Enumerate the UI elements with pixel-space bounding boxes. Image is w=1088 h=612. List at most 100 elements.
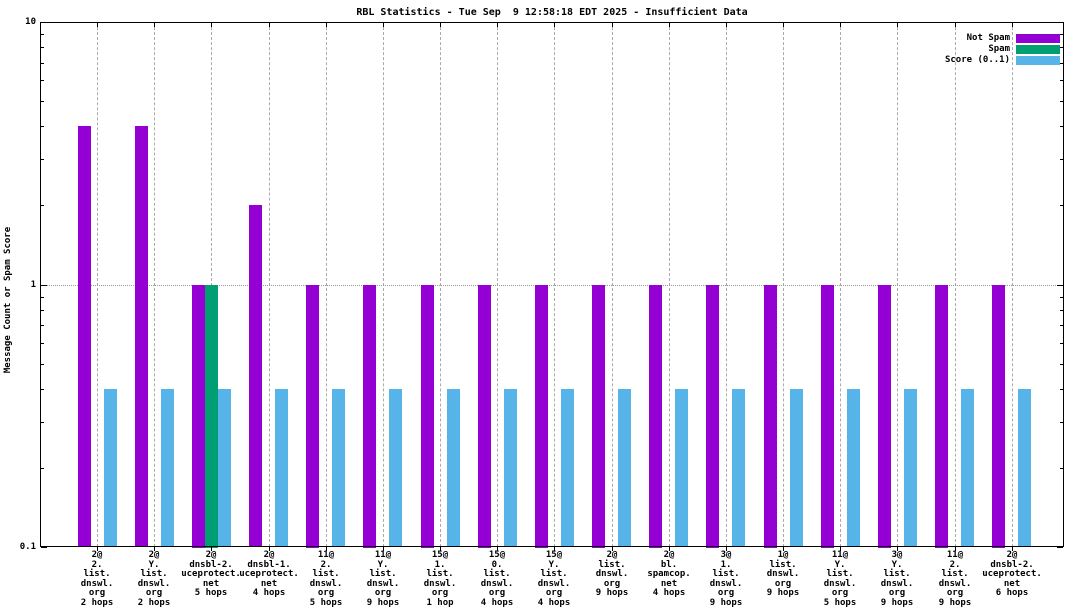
vertical-gridline <box>612 22 613 547</box>
x-category-label-line: 0. <box>491 559 503 570</box>
x-category-label-line: 2. <box>949 559 961 570</box>
x-tick-top <box>326 23 327 27</box>
x-category-label: 2@ bl. spamcop. net 4 hops <box>624 550 714 599</box>
bar-score <box>104 389 117 547</box>
x-tick-top <box>154 23 155 27</box>
bar-score <box>332 389 345 547</box>
y-minor-tick-left <box>41 63 44 64</box>
x-category-label-line: dnswl. <box>366 578 400 589</box>
x-category-label-line: dnswl. <box>766 569 800 579</box>
y-minor-tick-right <box>1060 205 1063 206</box>
bar-score <box>847 389 860 547</box>
x-tick-top <box>669 23 670 27</box>
vertical-gridline <box>840 22 841 547</box>
bar-score <box>961 389 974 547</box>
legend-label: Not Spam <box>966 33 1010 43</box>
x-category-label-line: net <box>1003 578 1021 589</box>
bar-score <box>161 389 174 547</box>
x-category-label-line: org <box>545 588 563 598</box>
x-tick-bottom <box>726 547 727 551</box>
x-category-label-line: 15@ <box>488 550 506 560</box>
x-category-label-line: dnswl. <box>137 578 171 589</box>
y-minor-tick-right <box>1060 63 1063 64</box>
x-category-label-line: 15@ <box>545 550 563 560</box>
bar-score <box>275 389 288 547</box>
x-category-label-line: list. <box>826 569 854 579</box>
x-category-label-line: org <box>374 588 392 598</box>
y-tick-label: 10 <box>25 17 36 27</box>
x-category-label: 1@ list. dnswl. org 9 hops <box>738 550 828 599</box>
vertical-gridline <box>669 22 670 547</box>
x-category-label-line: org <box>488 588 506 598</box>
x-category-label-line: 2@ <box>663 550 675 560</box>
x-tick-top <box>383 23 384 27</box>
vertical-gridline <box>783 22 784 547</box>
bar-not-spam <box>992 285 1005 548</box>
x-category-label-line: org <box>888 588 906 598</box>
bar-not-spam <box>135 126 148 547</box>
x-category-label: 15@ Y. list. dnswl. org 4 hops <box>509 550 599 608</box>
bar-score <box>1018 389 1031 547</box>
x-tick-top <box>269 23 270 27</box>
x-category-label-line: dnsbl-2. <box>189 559 233 570</box>
legend-swatch-spam <box>1016 45 1060 54</box>
vertical-gridline <box>726 22 727 547</box>
y-minor-tick-left <box>41 297 44 298</box>
legend-label: Score (0..1) <box>944 55 1010 65</box>
bar-score <box>732 389 745 547</box>
x-category-label-line: org <box>431 588 449 598</box>
x-category-label-line: dnswl. <box>709 578 743 589</box>
vertical-gridline <box>97 22 98 547</box>
x-category-label-line: 6 hops <box>995 588 1029 598</box>
x-category-label-line: dnsbl-1. <box>247 559 291 570</box>
x-category-label: 2@ list. dnswl. org 9 hops <box>567 550 657 599</box>
x-tick-bottom <box>497 547 498 551</box>
x-category-label-line: net <box>202 578 220 589</box>
x-category-label-line: 9 hops <box>880 597 914 608</box>
y-minor-tick-left <box>41 47 44 48</box>
legend-label: Spam <box>988 44 1010 54</box>
bar-not-spam <box>649 285 662 548</box>
x-category-label-line: 1. <box>434 559 446 570</box>
y-minor-tick-left <box>41 159 44 160</box>
y-minor-tick-right <box>1060 101 1063 102</box>
y-minor-tick-left <box>41 422 44 423</box>
x-tick-bottom <box>154 547 155 551</box>
bar-spam <box>205 285 218 548</box>
y-minor-tick-right <box>1060 297 1063 298</box>
x-category-label-line: 2@ <box>205 550 217 560</box>
bar-score <box>675 389 688 547</box>
x-category-label-line: org <box>946 588 964 598</box>
y-minor-tick-right <box>1060 126 1063 127</box>
y-axis-label: Message Count or Spam Score <box>3 226 13 374</box>
bar-not-spam <box>764 285 777 548</box>
x-category-label: 15@ 0. list. dnswl. org 4 hops <box>452 550 542 608</box>
x-tick-top <box>897 23 898 27</box>
x-category-label-line: dnswl. <box>938 578 972 589</box>
y-minor-tick-right <box>1060 159 1063 160</box>
vertical-gridline <box>440 22 441 547</box>
x-category-label-line: 5 hops <box>309 597 343 608</box>
x-category-label-line: dnswl. <box>595 569 629 579</box>
x-category-label-line: 11@ <box>374 550 392 560</box>
x-tick-bottom <box>955 547 956 551</box>
bar-not-spam <box>706 285 719 548</box>
x-category-label-line: Y. <box>377 559 389 570</box>
x-category-label-line: 1 hop <box>426 597 454 608</box>
x-tick-bottom <box>269 547 270 551</box>
y-minor-tick-right <box>1060 364 1063 365</box>
vertical-gridline <box>554 22 555 547</box>
legend-swatch-score-0-1 <box>1016 56 1060 65</box>
x-category-label-line: net <box>260 578 278 589</box>
y-minor-tick-right <box>1060 34 1063 35</box>
x-category-label-line: list. <box>883 569 911 579</box>
bar-not-spam <box>192 285 205 548</box>
x-category-label-line: 9 hops <box>595 588 629 598</box>
y-major-tick-right <box>1057 22 1063 23</box>
x-category-label-line: Y. <box>834 559 846 570</box>
x-category-label-line: bl. <box>660 559 678 570</box>
x-category-label-line: dnswl. <box>823 578 857 589</box>
x-category-label-line: 11@ <box>946 550 964 560</box>
x-category-label-line: dnswl. <box>480 578 514 589</box>
x-tick-bottom <box>612 547 613 551</box>
